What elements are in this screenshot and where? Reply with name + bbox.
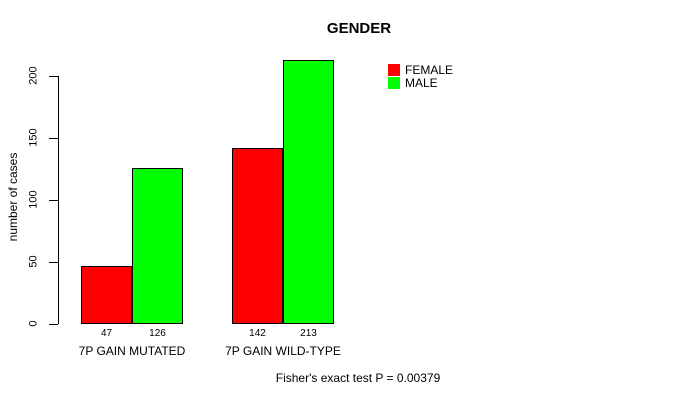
y-tick-mark bbox=[49, 76, 58, 77]
legend-swatch-female bbox=[388, 64, 400, 76]
y-tick-label: 50 bbox=[27, 255, 40, 268]
y-tick-label: 150 bbox=[27, 128, 40, 147]
bar-female-7p-gain-wild-type bbox=[232, 148, 283, 324]
category-label: 7P GAIN MUTATED bbox=[78, 344, 186, 358]
y-axis-line bbox=[58, 76, 59, 324]
y-tick-label: 100 bbox=[27, 190, 40, 209]
legend-item-female: FEMALE bbox=[388, 64, 453, 76]
annotation-text: Fisher's exact test P = 0.00379 bbox=[275, 371, 441, 385]
y-tick-mark bbox=[49, 200, 58, 201]
legend-label: FEMALE bbox=[405, 63, 454, 77]
y-tick-mark bbox=[49, 262, 58, 263]
legend-item-male: MALE bbox=[388, 77, 453, 89]
bar-value-label: 47 bbox=[100, 328, 113, 339]
bar-male-7p-gain-wild-type bbox=[283, 60, 334, 324]
legend-swatch-male bbox=[388, 77, 400, 89]
category-label: 7P GAIN WILD-TYPE bbox=[225, 344, 341, 358]
chart-title: GENDER bbox=[326, 20, 392, 37]
y-tick-label: 200 bbox=[27, 66, 40, 85]
bar-value-label: 126 bbox=[149, 328, 166, 339]
bar-female-7p-gain-mutated bbox=[81, 266, 132, 324]
y-tick-mark bbox=[49, 138, 58, 139]
bar-value-label: 213 bbox=[300, 328, 317, 339]
y-axis-label: number of cases bbox=[6, 152, 20, 242]
legend: FEMALE MALE bbox=[388, 64, 453, 90]
bar-male-7p-gain-mutated bbox=[132, 168, 183, 324]
y-tick-label: 0 bbox=[27, 320, 40, 327]
y-tick-mark bbox=[49, 324, 58, 325]
bar-value-label: 142 bbox=[249, 328, 266, 339]
legend-label: MALE bbox=[405, 76, 438, 90]
